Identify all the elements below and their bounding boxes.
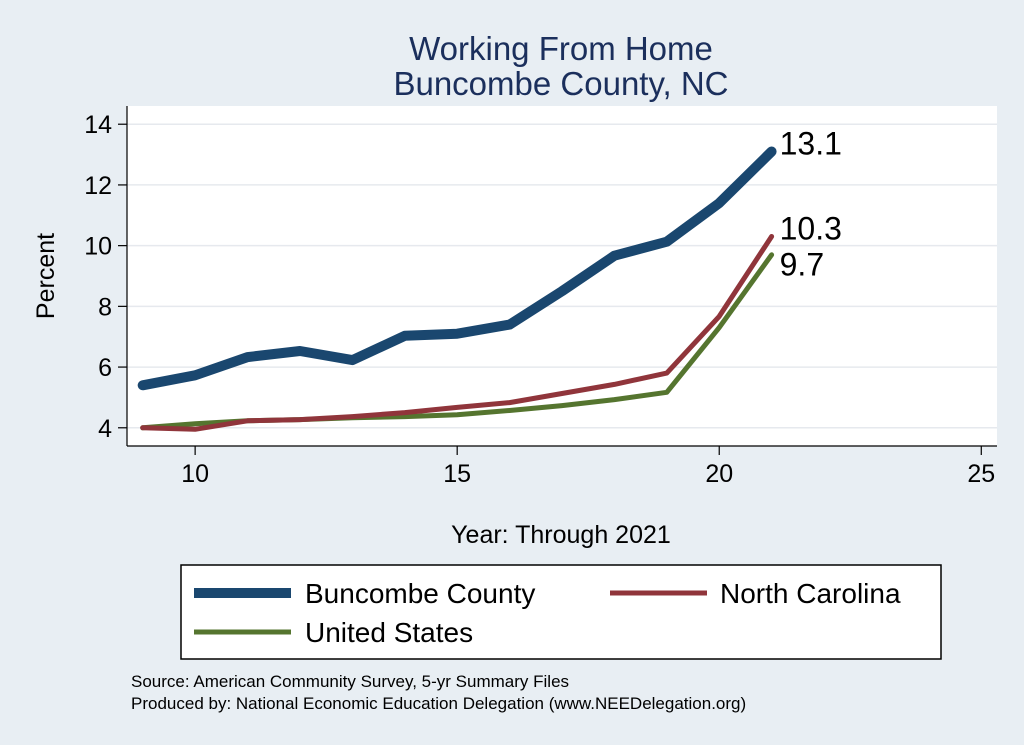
chart-title-line-2: Buncombe County, NC: [393, 65, 728, 102]
y-tick-label-14: 14: [84, 111, 112, 139]
legend-label-north-carolina: North Carolina: [720, 578, 901, 609]
series-lines: [137, 146, 777, 432]
x-tick-label-25: 25: [967, 460, 995, 488]
plot-area: [127, 106, 997, 446]
x-axis-ticks: 10 15 20 25: [181, 446, 995, 488]
y-tick-label-4: 4: [98, 415, 112, 443]
series-line-buncombe-county: [137, 146, 777, 391]
producer-note: Produced by: National Economic Education…: [131, 694, 746, 713]
y-axis-title: Percent: [32, 233, 60, 319]
end-labels: 13.1 10.39.7: [780, 126, 842, 283]
source-note: Source: American Community Survey, 5-yr …: [131, 672, 569, 691]
y-tick-label-12: 12: [84, 172, 112, 200]
end-label-north-carolina: 10.3: [780, 211, 842, 247]
legend-label-united-states: United States: [305, 617, 473, 648]
y-tick-label-6: 6: [98, 354, 112, 382]
end-label-buncombe-county: 13.1: [780, 126, 842, 162]
y-tick-label-8: 8: [98, 293, 112, 321]
y-tick-label-10: 10: [84, 233, 112, 261]
x-axis-title: Year: Through 2021: [451, 521, 671, 549]
end-label-united-states: 9.7: [780, 247, 824, 283]
legend-box: [180, 564, 942, 660]
gridlines: [127, 123, 997, 429]
legend-label-buncombe-county: Buncombe County: [305, 578, 535, 609]
series-line-north-carolina: [140, 234, 775, 432]
x-tick-label-15: 15: [443, 460, 471, 488]
x-tick-label-10: 10: [181, 460, 209, 488]
y-axis-ticks: 4 6 8 10 12 14: [84, 111, 127, 443]
x-tick-label-20: 20: [705, 460, 733, 488]
chart-title-line-1: Working From Home: [409, 30, 713, 67]
